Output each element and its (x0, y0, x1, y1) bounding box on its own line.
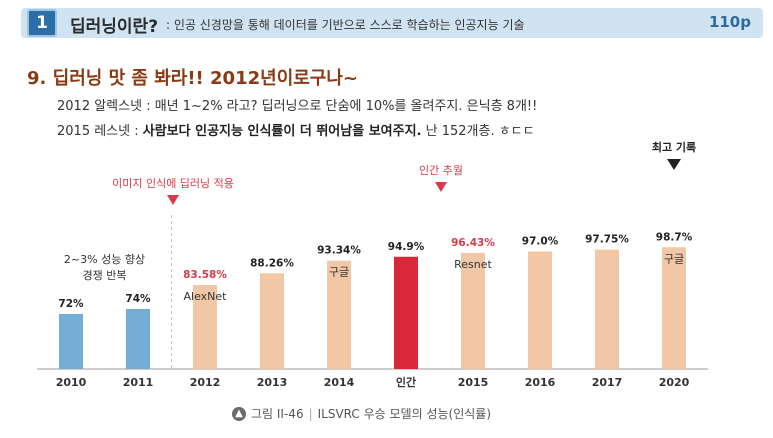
record-label: 최고 기록 (652, 140, 696, 154)
arrow-up-circle-icon: ▲ (232, 406, 246, 421)
category-label-2020: 2020 (659, 376, 690, 389)
category-label-2010: 2010 (56, 376, 87, 389)
bar-2015 (461, 252, 485, 369)
description-alexnet: 2012 알렉스넷 : 매년 1~2% 라고? 딥러닝으로 단숨에 10%를 올… (57, 99, 538, 114)
value-label-2015: 96.43% (451, 237, 495, 249)
bar-chart: 72% 2010 74% 2011 83.58% 2012 AlexNet 88.26% 201… (37, 140, 708, 389)
bar-2012 (193, 285, 217, 369)
resnet-highlight: 사람보다 인공지능 인식률이 더 뛰어남을 보여주지. (142, 124, 422, 139)
dl-start-label: 이미지 인식에 딥러닝 적용 (112, 177, 234, 190)
page-title: 9. 딥러닝 맛 좀 봐라!! 2012년이로구나~ (27, 68, 359, 89)
bar-2020 (662, 247, 686, 369)
bar-2014 (327, 260, 351, 369)
figure-number: 그림 II-46 (251, 407, 304, 421)
value-label-2012: 83.58% (183, 269, 227, 281)
category-label-2015: 2015 (458, 376, 489, 389)
figure-caption: ▲ 그림 II-46 | ILSVRC 우승 모델의 성능(인식률) (232, 405, 491, 422)
bar-2011 (126, 309, 150, 369)
value-label-2013: 88.26% (250, 257, 294, 269)
category-label-2014: 2014 (324, 376, 355, 389)
value-label-2016: 97.0% (522, 236, 559, 248)
category-label-2016: 2016 (525, 376, 556, 389)
bar-2013 (260, 273, 284, 369)
value-label-인간: 94.9% (388, 241, 425, 253)
bar-annotation-2015: Resnet (454, 258, 492, 271)
category-label-2011: 2011 (123, 376, 154, 389)
value-label-2017: 97.75% (585, 234, 629, 246)
resnet-suffix: 난 152개층. ㅎㄷㄷ (421, 124, 535, 139)
bar-2010 (59, 314, 83, 369)
record-marker-icon (667, 159, 681, 170)
figure-text: ILSVRC 우승 모델의 성능(인식률) (317, 407, 492, 421)
resnet-prefix: 2015 레스넷 : (57, 124, 143, 139)
bar-annotation-2014: 구글 (329, 266, 349, 279)
category-label-2017: 2017 (592, 376, 623, 389)
description-resnet: 2015 레스넷 : 사람보다 인공지능 인식률이 더 뛰어남을 보여주지. 난… (57, 120, 535, 139)
human-surpassed-marker-icon (435, 182, 447, 192)
bar-2016 (528, 251, 552, 369)
pre-dl-note-line-2: 경쟁 반복 (83, 269, 127, 282)
dl-start-marker-icon (167, 195, 179, 205)
bar-2017 (595, 249, 619, 369)
value-label-2014: 93.34% (317, 245, 361, 257)
page-number: 110p (708, 13, 751, 31)
section-title: 딥러닝이란? (70, 17, 159, 37)
caption-divider: | (308, 406, 313, 421)
value-label-2020: 98.7% (656, 231, 693, 243)
bar-annotation-2020: 구글 (664, 252, 684, 265)
category-label-2013: 2013 (257, 376, 288, 389)
section-number-badge: 1 (27, 9, 57, 37)
bar-annotation-2012: AlexNet (184, 290, 228, 303)
value-label-2011: 74% (125, 293, 151, 305)
category-label-인간: 인간 (396, 375, 416, 389)
category-label-2012: 2012 (190, 376, 221, 389)
section-subtitle: : 인공 신경망을 통해 데이터를 기반으로 스스로 학습하는 인공지능 기술 (166, 18, 525, 32)
bar-인간 (394, 256, 418, 369)
human-surpassed-label: 인간 추월 (419, 164, 463, 177)
value-label-2010: 72% (58, 298, 84, 310)
pre-dl-note-line-1: 2~3% 성능 향상 (64, 253, 145, 266)
header-bar (21, 8, 763, 38)
